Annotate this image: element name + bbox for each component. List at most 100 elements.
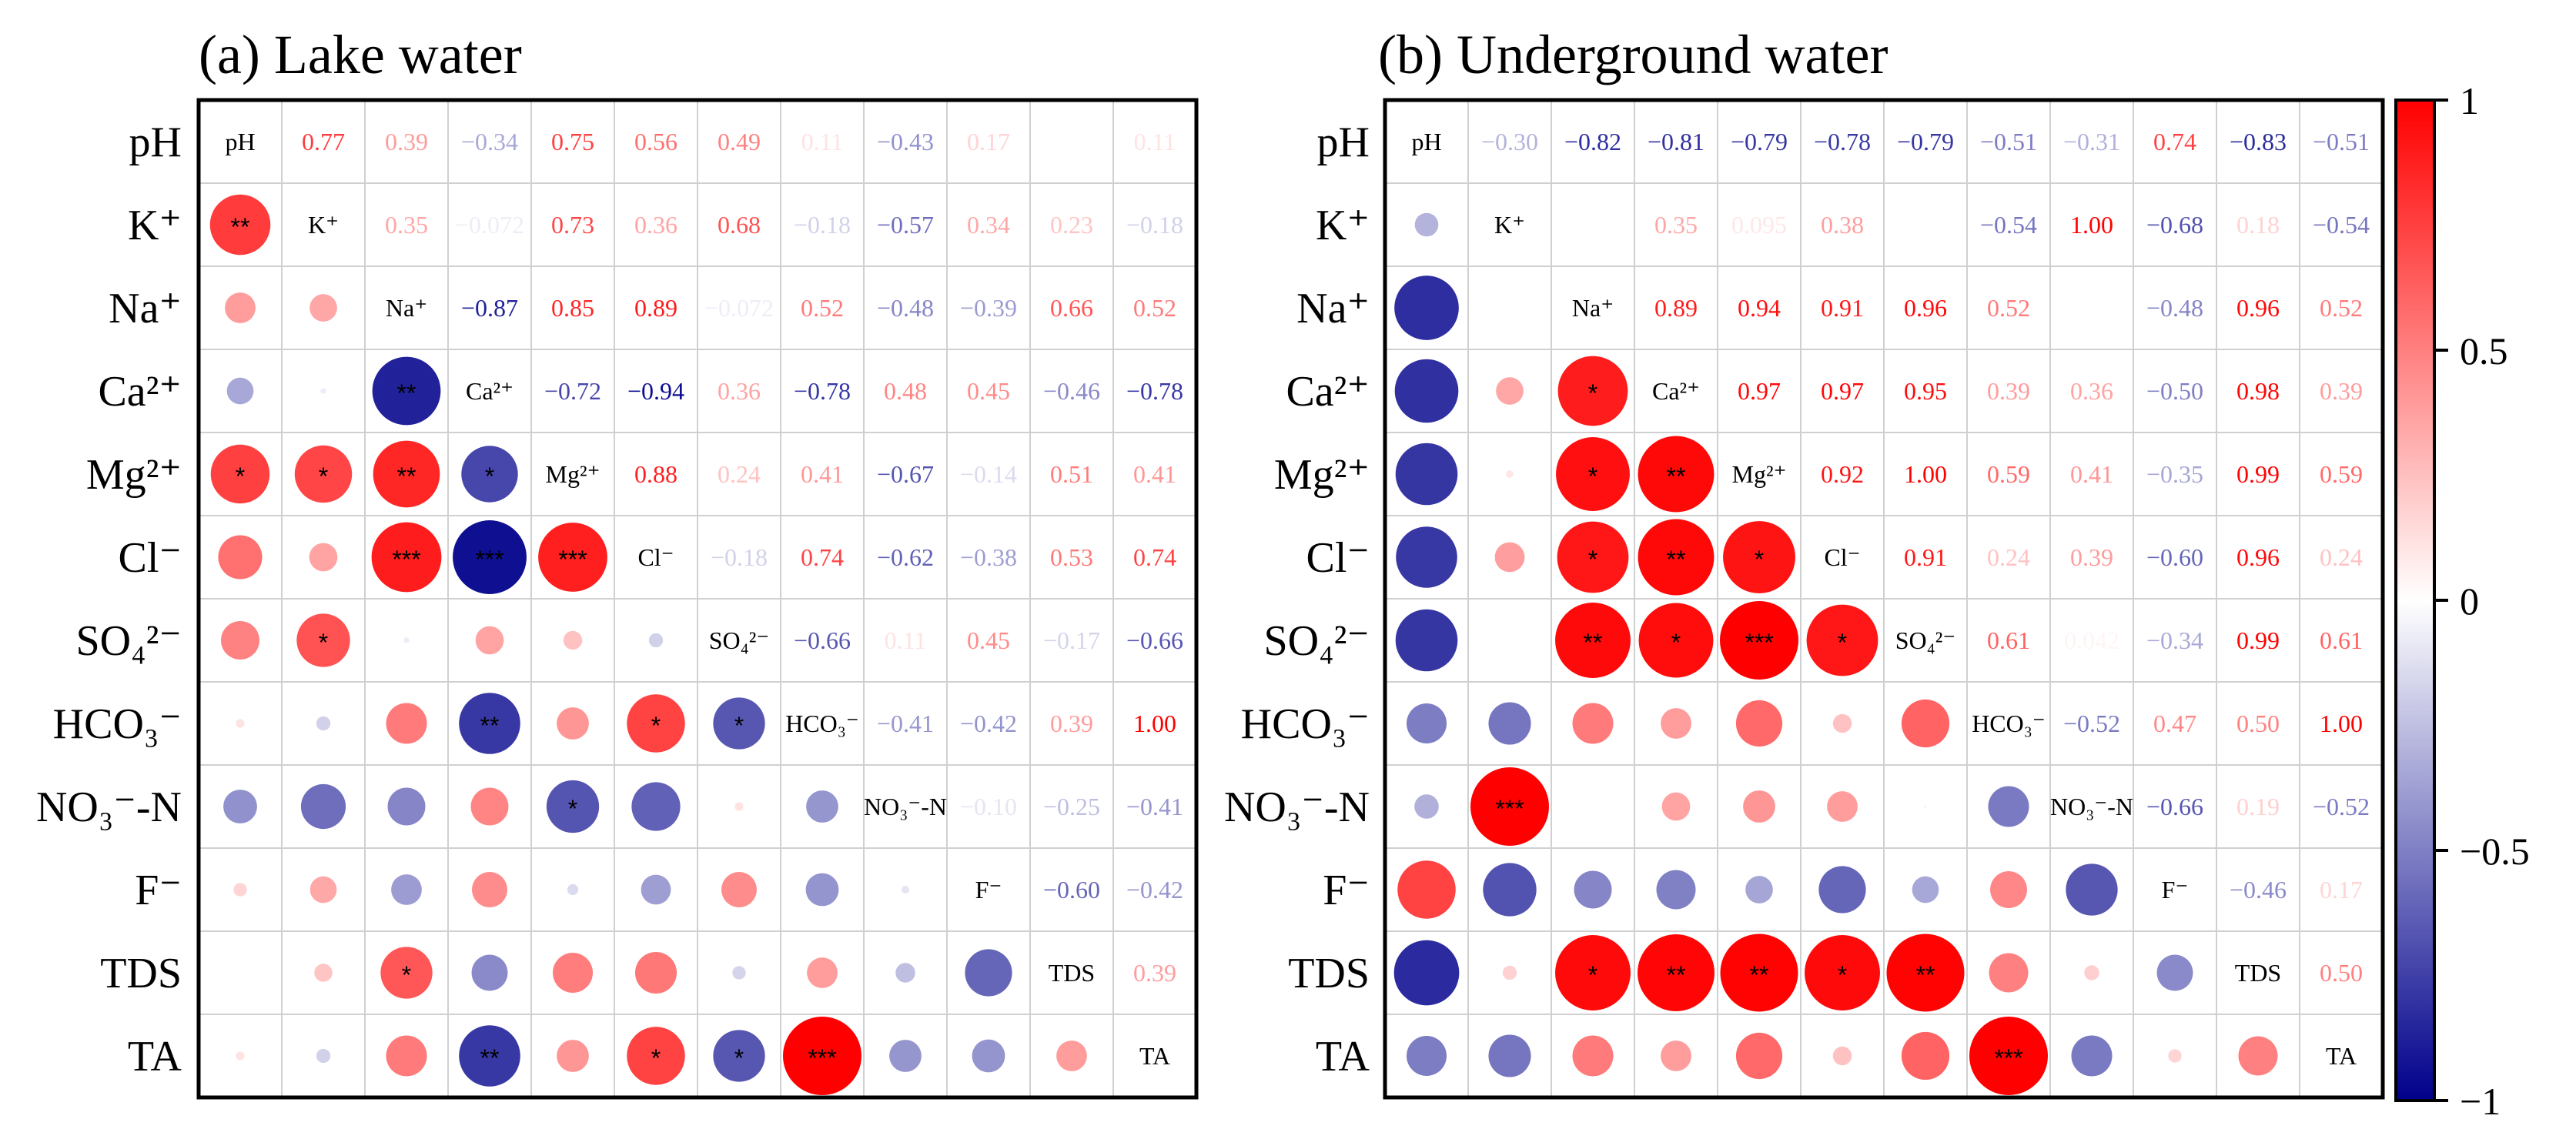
- correlation-value: 0.39: [1987, 377, 2030, 405]
- correlation-value: −0.60: [1043, 876, 1100, 904]
- correlation-value: 0.66: [1050, 294, 1093, 322]
- correlation-circle: [309, 876, 337, 904]
- correlation-value: 0.89: [1654, 294, 1698, 322]
- significance-stars: ***: [808, 1044, 836, 1072]
- row-label: NO₃⁻-N: [36, 783, 182, 831]
- correlation-circle: [391, 874, 422, 905]
- correlation-circle: [386, 1035, 427, 1077]
- correlation-circle: [1555, 603, 1631, 678]
- correlation-value: −0.46: [2230, 876, 2287, 904]
- correlation-value: 0.96: [2236, 543, 2280, 571]
- diagonal-label: Mg²⁺: [1732, 460, 1787, 488]
- row-label: HCO₃⁻: [53, 700, 182, 748]
- correlation-value: 0.52: [2320, 294, 2363, 322]
- correlation-value: 0.39: [1050, 710, 1093, 737]
- correlation-value: −0.18: [1126, 211, 1183, 239]
- correlation-value: 0.45: [967, 377, 1010, 405]
- correlation-value: 0.35: [1654, 211, 1698, 239]
- correlation-circle: [233, 883, 247, 897]
- correlation-circle: [1394, 359, 1459, 423]
- row-label: TA: [1316, 1033, 1370, 1081]
- correlation-value: −0.51: [2313, 128, 2370, 155]
- diagonal-label: K⁺: [308, 211, 339, 239]
- correlation-circle: [901, 885, 910, 894]
- row-label: TDS: [100, 950, 182, 997]
- correlation-value: 0.39: [385, 128, 428, 155]
- row-label: F⁻: [135, 867, 182, 914]
- row-label: SO₄²⁻: [1264, 617, 1370, 665]
- correlation-circle: [459, 1025, 520, 1087]
- correlation-value: −0.79: [1731, 128, 1788, 155]
- correlation-circle: [1488, 702, 1531, 745]
- diagonal-label: TDS: [1049, 959, 1095, 987]
- correlation-value: −0.34: [2146, 626, 2203, 654]
- row-label: TDS: [1288, 950, 1370, 997]
- correlation-circle: [314, 964, 333, 982]
- correlation-value: 0.99: [2236, 626, 2280, 654]
- correlation-circle: [1395, 609, 1458, 672]
- correlation-circle: [965, 949, 1012, 997]
- correlation-value: −0.39: [960, 294, 1017, 322]
- row-label: SO₄²⁻: [76, 617, 182, 665]
- correlation-circle: [1557, 521, 1629, 593]
- correlation-value: −0.48: [2146, 294, 2203, 322]
- correlation-circle: [807, 957, 838, 988]
- significance-stars: *: [1588, 379, 1597, 407]
- row-label: HCO₃⁻: [1241, 700, 1370, 748]
- correlation-value: −0.31: [2063, 128, 2120, 155]
- correlation-circle: [1901, 699, 1950, 748]
- correlation-value: −0.68: [2146, 211, 2203, 239]
- row-label: Cl⁻: [1306, 534, 1370, 582]
- correlation-circle: [563, 630, 583, 650]
- colorbar-gradient: [2394, 99, 2436, 1102]
- correlation-value: −0.52: [2313, 793, 2370, 820]
- correlation-value: −0.18: [794, 211, 851, 239]
- correlation-circle: [1638, 603, 1714, 678]
- correlation-value: 0.95: [1904, 377, 1947, 405]
- correlation-value: −0.50: [2146, 377, 2203, 405]
- correlation-value: 0.11: [1134, 128, 1176, 155]
- correlation-value: −0.67: [877, 460, 934, 488]
- correlation-circle: [1555, 935, 1631, 1010]
- correlation-value: 0.98: [2236, 377, 2280, 405]
- correlation-circle: [387, 787, 426, 826]
- significance-stars: *: [568, 795, 577, 823]
- correlation-value: 0.61: [1987, 626, 2030, 654]
- correlation-value: −0.52: [2063, 710, 2120, 737]
- correlation-circle: [300, 783, 346, 830]
- correlation-circle: [889, 1040, 922, 1072]
- correlation-circle: [1923, 804, 1928, 809]
- correlation-value: −0.10: [960, 793, 1017, 820]
- correlation-circle: [1394, 276, 1459, 340]
- correlation-circle: [1572, 703, 1614, 744]
- correlation-value: −0.78: [1126, 377, 1183, 405]
- diagonal-label: Na⁺: [386, 294, 427, 322]
- panel-a-correlation-matrix: pH K⁺ Na⁺ Ca²⁺ Mg²⁺ Cl⁻ SO₄²⁻ HCO₃⁻ NO₃⁻-N F⁻ TDS T…: [36, 98, 1199, 1100]
- correlation-circle: [459, 693, 520, 754]
- correlation-circle: [631, 782, 681, 831]
- correlation-circle: [316, 716, 331, 731]
- correlation-value: −0.42: [1126, 876, 1183, 904]
- correlation-value: −0.35: [2146, 460, 2203, 488]
- correlation-value: 0.51: [1050, 460, 1093, 488]
- significance-stars: *: [651, 1044, 661, 1072]
- colorbar-tick-label: −1: [2460, 1080, 2501, 1123]
- diagonal-label: SO₄²⁻: [1895, 626, 1956, 654]
- row-label: K⁺: [128, 202, 182, 249]
- correlation-value: 0.39: [1133, 959, 1176, 987]
- correlation-value: 0.59: [2320, 460, 2363, 488]
- panel-b-title: (b) Underground water: [1378, 24, 1888, 85]
- correlation-circle: [371, 522, 442, 593]
- diagonal-label: TDS: [2235, 959, 2281, 987]
- diagonal-label: TA: [1139, 1042, 1170, 1070]
- correlation-value: −0.60: [2146, 543, 2203, 571]
- significance-stars: **: [397, 379, 417, 407]
- correlation-value: −0.41: [877, 710, 934, 737]
- correlation-circle: [1406, 1035, 1447, 1077]
- correlation-value: 0.34: [967, 211, 1010, 239]
- correlation-circle: [1572, 1035, 1614, 1077]
- correlation-value: −0.18: [711, 543, 768, 571]
- row-label: TA: [128, 1033, 182, 1081]
- correlation-value: 0.53: [1050, 543, 1093, 571]
- correlation-value: −0.48: [877, 294, 934, 322]
